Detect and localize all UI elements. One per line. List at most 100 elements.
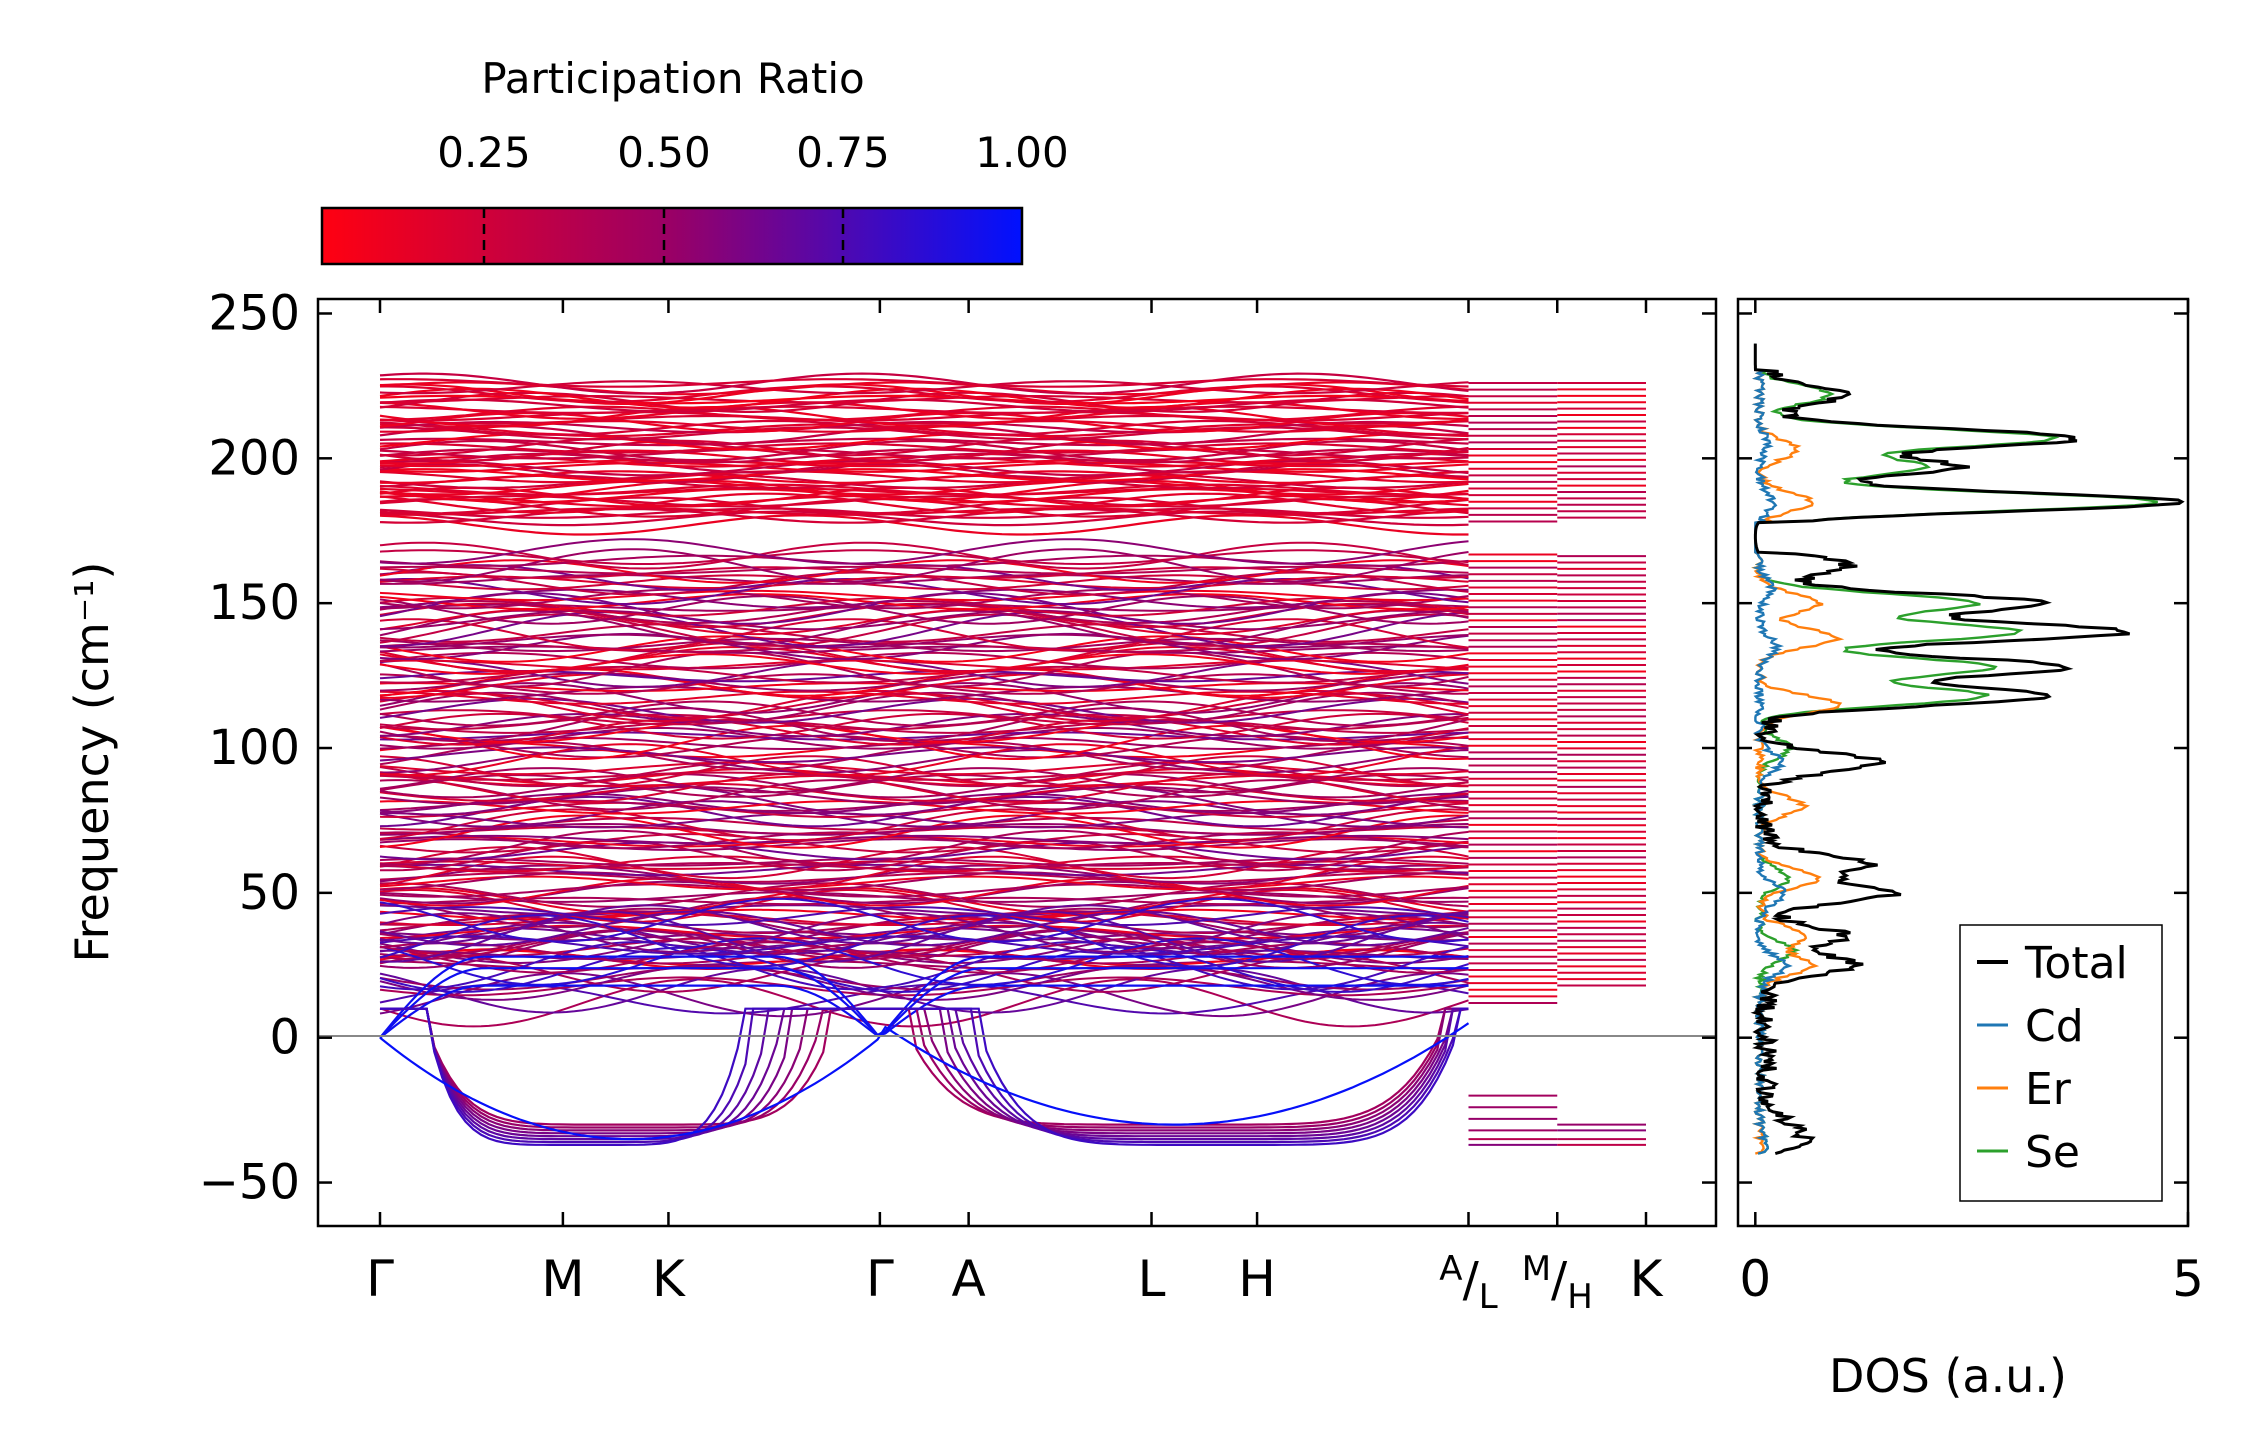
- phonon-band: [379, 507, 1469, 519]
- imaginary-band: [380, 1007, 1469, 1147]
- imaginary-band: [380, 1007, 1469, 1126]
- y-tick-label: 0: [269, 1010, 300, 1066]
- phonon-band: [379, 941, 1469, 974]
- phonon-band: [379, 549, 1469, 565]
- phonon-band: [379, 461, 1469, 473]
- colorbar-tick-label: 0.75: [796, 128, 890, 177]
- phonon-band: [379, 566, 1469, 579]
- phonon-band: [379, 405, 1469, 414]
- y-tick-label: 150: [208, 575, 300, 631]
- phonon-band: [379, 834, 1469, 845]
- phonon-band: [379, 910, 1469, 963]
- high-symmetry-label: A: [952, 1250, 986, 1308]
- phonon-band: [379, 713, 1469, 731]
- imaginary-band: [380, 1007, 1469, 1138]
- phonon-band: [379, 479, 1469, 496]
- phonon-band: [379, 672, 1469, 692]
- phonon-band: [379, 937, 1469, 986]
- colorbar-tick-label: 1.00: [975, 128, 1069, 177]
- y-axis-ticks: −50 0 50 100 150 200 250: [199, 285, 1716, 1211]
- phonon-band: [379, 771, 1469, 781]
- phonon-band: [379, 420, 1469, 434]
- phonon-band: [379, 380, 1469, 395]
- phonon-band: [379, 967, 1469, 1014]
- phonon-band: [379, 623, 1469, 643]
- phonon-band: [379, 779, 1469, 811]
- phonon-band: [379, 761, 1469, 776]
- phonon-band: [379, 439, 1469, 462]
- high-symmetry-label: K: [652, 1250, 686, 1308]
- phonon-band: [379, 880, 1469, 905]
- legend-label: Se: [2025, 1127, 2080, 1178]
- phonon-band: [379, 697, 1469, 724]
- acoustic-band: [379, 967, 1469, 1039]
- imaginary-band: [380, 1007, 1469, 1144]
- phonon-band: [379, 978, 1469, 1028]
- phonon-band: [379, 538, 1469, 565]
- phonon-band: [379, 514, 1469, 536]
- phonon-band: [379, 473, 1469, 490]
- y-tick-label: 100: [208, 720, 300, 776]
- dos-legend: Total Cd Er Se: [1959, 924, 2163, 1202]
- phonon-band: [379, 565, 1469, 575]
- phonon-band: [379, 459, 1469, 477]
- phonon-band: [379, 632, 1469, 661]
- high-symmetry-label: L: [1138, 1250, 1166, 1308]
- high-symmetry-label: K: [1630, 1250, 1664, 1308]
- colorbar-tick-marks: [482, 208, 845, 264]
- phonon-band: [379, 816, 1469, 831]
- imaginary-band: [380, 1007, 1469, 1141]
- y-axis-label: Frequency (cm⁻¹): [65, 562, 119, 963]
- phonon-band: [379, 746, 1469, 764]
- phonon-band: [380, 574, 1469, 585]
- phonon-band: [379, 937, 1469, 957]
- y-tick-label: 50: [239, 865, 300, 921]
- phonon-band: [379, 635, 1469, 663]
- imaginary-band: [380, 1007, 1469, 1135]
- legend-frame: [1959, 924, 2163, 1202]
- phonon-band: [379, 712, 1469, 740]
- phonon-band: [379, 495, 1469, 508]
- high-symmetry-label: Γ: [366, 1250, 394, 1308]
- phonon-band: [379, 855, 1469, 873]
- high-symmetry-ticks: Γ M K Γ A L H A/LM/H K: [366, 299, 1664, 1317]
- dos-x-tick-label: 0: [1739, 1250, 1771, 1308]
- phonon-band: [379, 904, 1469, 945]
- colorbar-label: Participation Ratio: [481, 54, 864, 103]
- high-symmetry-label: A/L: [1439, 1249, 1497, 1317]
- phonon-band: [379, 372, 1469, 395]
- dos-axes-frame: [1736, 297, 2190, 1228]
- phonon-band: [379, 773, 1469, 799]
- dos-curve-total: [1750, 343, 2185, 1156]
- phonon-band: [379, 908, 1469, 921]
- phonon-band: [379, 700, 1469, 727]
- phonon-band: [379, 719, 1469, 734]
- phonon-band: [379, 651, 1469, 688]
- colorbar-tick-label: 0.25: [437, 128, 531, 177]
- phonon-band: [379, 841, 1469, 861]
- high-symmetry-label: H: [1238, 1250, 1276, 1308]
- phonon-band: [379, 633, 1469, 649]
- phonon-band: [379, 659, 1469, 671]
- phonon-band: [379, 871, 1469, 891]
- y-tick-label: 250: [208, 285, 300, 341]
- phonon-band: [379, 838, 1469, 851]
- colorbar-tick-label: 0.50: [617, 128, 711, 177]
- phonon-band: [379, 906, 1469, 927]
- phonon-band: [379, 618, 1469, 652]
- phonon-band: [379, 548, 1469, 583]
- phonon-band: [379, 459, 1469, 468]
- acoustic-band: [379, 955, 1469, 1039]
- phonon-band: [379, 378, 1469, 388]
- phonon-band: [380, 426, 1469, 441]
- phonon-band: [379, 395, 1469, 404]
- colorbar-gradient: [320, 206, 1024, 266]
- phonon-band: [379, 492, 1469, 514]
- phonon-band: [379, 405, 1469, 422]
- phonon-band: [380, 673, 1469, 699]
- phonon-band: [379, 743, 1469, 776]
